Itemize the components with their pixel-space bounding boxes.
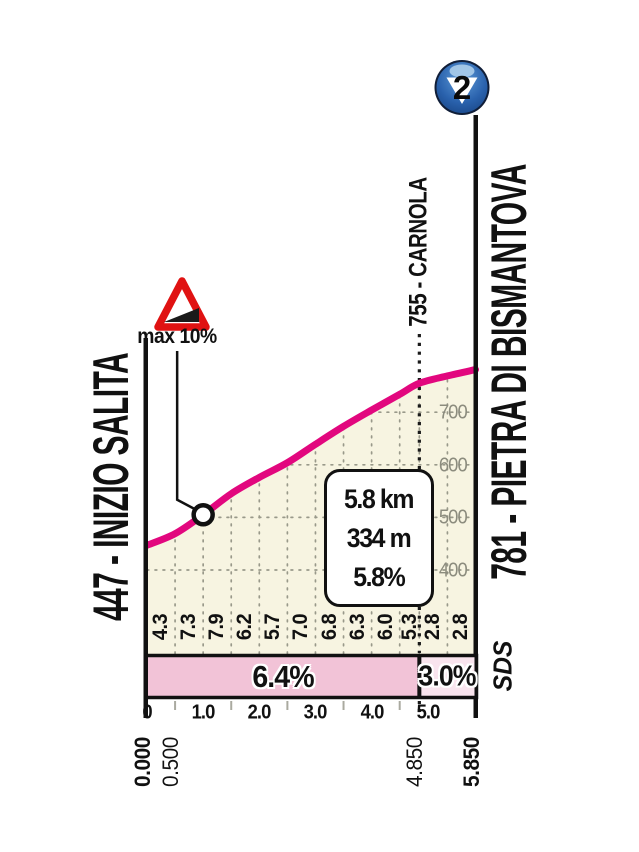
gradient-label: 7.0 [289,613,313,641]
gradient-label: 7.9 [205,613,229,641]
left-axis [143,338,148,718]
gradient-label: 6.8 [317,613,341,641]
distance-marker-label: 0.000 [130,737,155,787]
max-gradient-pointer-line [175,351,195,510]
gradient-label: 2.8 [421,613,445,641]
x-axis-tick-label: 1.0 [191,701,216,724]
start-label: 447 - INIZIO SALITA [83,352,139,622]
x-axis-tick-label: 4.0 [360,701,384,724]
x-axis-tick-label: 0 [142,701,152,724]
gradient-label: 6.2 [233,613,257,641]
max-gradient-marker [191,503,215,527]
climb-summary-box: 5.8 km 334 m 5.8% [324,469,434,607]
summit-label: 781 - PIETRA DI BISMANTOVA [481,164,537,580]
minor-ticks [174,701,401,710]
max-gradient-label: max 10% [137,325,217,348]
steep-gradient-warning-icon [154,277,210,331]
avg-gradient-right-label: 3.0% [418,660,477,693]
avg-bar-left [148,656,420,696]
right-axis [473,115,478,718]
elevation-label: 400 [438,559,468,582]
intermediate-label: 755 - CARNOLA [404,177,433,327]
gradient-label: 7.3 [177,613,201,641]
climb-distance: 5.8 km [344,483,414,514]
category-badge-number: 2 [452,69,472,107]
climb-elevation-gain: 334 m [347,522,412,553]
elevation-label: 700 [438,401,468,424]
avg-bar-right [419,656,475,696]
gradient-label: 4.3 [149,613,173,641]
sds-logo: SDS [487,640,518,692]
gradient-label: 6.3 [345,613,369,641]
climb-avg-gradient: 5.8% [353,562,405,593]
avg-gradient-left-label: 6.4% [252,659,315,694]
x-axis-tick-label: 2.0 [247,701,272,724]
distance-marker-label: 4.850 [402,737,428,787]
x-axis-tick-label: 5.0 [416,701,440,724]
gradient-label: 5.7 [261,613,285,641]
elevation-label: 500 [438,506,468,529]
elevation-label: 600 [438,454,468,477]
gradient-label: 6.0 [373,613,397,641]
x-axis-tick-label: 3.0 [304,701,328,724]
avg-bar-divider [417,654,422,699]
avg-bar-outline [144,653,479,700]
distance-marker-label: 5.850 [458,737,484,787]
gradient-label: 5.3 [397,613,421,641]
gradient-label: 2.8 [449,613,473,641]
category-badge-icon [434,60,490,115]
distance-marker-label: 0.500 [158,737,184,787]
